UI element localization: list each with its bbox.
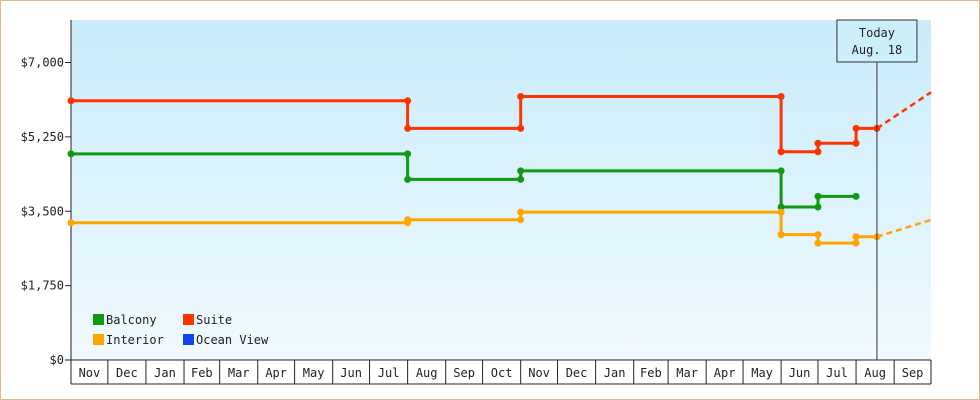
legend-swatch	[183, 314, 194, 325]
data-point	[814, 231, 822, 239]
x-tick-label: Jun	[340, 366, 362, 380]
x-tick-label: Feb	[191, 366, 213, 380]
data-point	[814, 203, 822, 211]
series-projection	[876, 91, 932, 130]
data-point	[517, 167, 525, 175]
data-point	[404, 216, 412, 224]
data-point	[852, 239, 860, 247]
data-point	[517, 93, 525, 100]
axes: $0 $1,750 $3,500 $5,250 $7,000 Nov Dec Jan Feb Ma…	[21, 20, 932, 385]
data-point	[814, 148, 822, 156]
legend-swatch	[93, 334, 104, 345]
x-tick-label: Aug	[864, 366, 886, 380]
x-tick-label: Sep	[902, 366, 924, 380]
x-tick-label: Jul	[826, 366, 848, 380]
plot-area	[71, 20, 931, 360]
x-tick-label: Jun	[789, 366, 811, 380]
series-suite	[67, 91, 932, 156]
x-tick-label: Aug	[416, 366, 438, 380]
y-tick-label: $3,500	[21, 204, 64, 218]
legend-swatch	[183, 334, 194, 345]
today-label: Today	[859, 26, 895, 40]
data-point	[777, 203, 785, 211]
data-point	[67, 150, 75, 158]
data-point	[404, 124, 412, 132]
y-tick-label: $5,250	[21, 130, 64, 144]
data-point	[814, 239, 822, 247]
x-tick-label: Oct	[491, 366, 513, 380]
data-point	[852, 192, 860, 200]
x-tick-label: Feb	[640, 366, 662, 380]
x-tick-label: Jul	[378, 366, 400, 380]
today-box	[836, 19, 918, 63]
data-point	[517, 175, 525, 183]
legend-swatch	[93, 314, 104, 325]
series-balcony	[67, 150, 860, 211]
x-tick-label: Dec	[116, 366, 138, 380]
today-marker: Today Aug. 18	[836, 19, 918, 360]
y-tick-label: $1,750	[21, 279, 64, 293]
data-point	[404, 150, 412, 158]
legend: Balcony Suite Interior Ocean View	[93, 313, 269, 347]
data-point	[777, 93, 785, 100]
x-tick-label: Apr	[265, 366, 287, 380]
x-tick-label: Sep	[453, 366, 475, 380]
x-tick-label: Nov	[79, 366, 101, 380]
data-point	[814, 192, 822, 200]
data-point	[777, 231, 785, 239]
y-tick-label: $7,000	[21, 56, 64, 70]
data-point	[517, 208, 525, 216]
data-point	[852, 139, 860, 147]
x-tick-label: May	[751, 366, 773, 380]
legend-item: Balcony	[93, 313, 157, 327]
data-point	[852, 124, 860, 132]
data-point	[404, 175, 412, 183]
data-point	[67, 219, 75, 227]
data-point	[814, 139, 822, 147]
x-tick-label: Apr	[714, 366, 736, 380]
x-tick-label: Jan	[604, 366, 626, 380]
today-date-label: Aug. 18	[852, 43, 903, 57]
x-tick-label: May	[303, 366, 325, 380]
data-point	[67, 97, 75, 105]
data-point	[517, 216, 525, 224]
data-point	[517, 124, 525, 132]
series-line	[71, 152, 857, 209]
series-layer	[67, 91, 932, 247]
legend-label: Interior	[106, 333, 164, 347]
x-tick-label: Dec	[566, 366, 588, 380]
data-point	[404, 97, 412, 105]
x-tick-label: Nov	[528, 366, 550, 380]
data-point	[852, 233, 860, 241]
legend-item: Suite	[183, 313, 232, 327]
legend-label: Balcony	[106, 313, 157, 327]
y-tick-label: $0	[50, 353, 64, 367]
x-tick-label: Jan	[154, 366, 176, 380]
legend-item: Ocean View	[183, 333, 269, 347]
x-tick-label: Mar	[228, 366, 250, 380]
legend-label: Ocean View	[196, 333, 269, 347]
legend-item: Interior	[93, 333, 164, 347]
legend-label: Suite	[196, 313, 232, 327]
data-point	[777, 148, 785, 156]
data-point	[777, 208, 785, 216]
data-point	[777, 167, 785, 175]
x-tick-label: Mar	[676, 366, 698, 380]
